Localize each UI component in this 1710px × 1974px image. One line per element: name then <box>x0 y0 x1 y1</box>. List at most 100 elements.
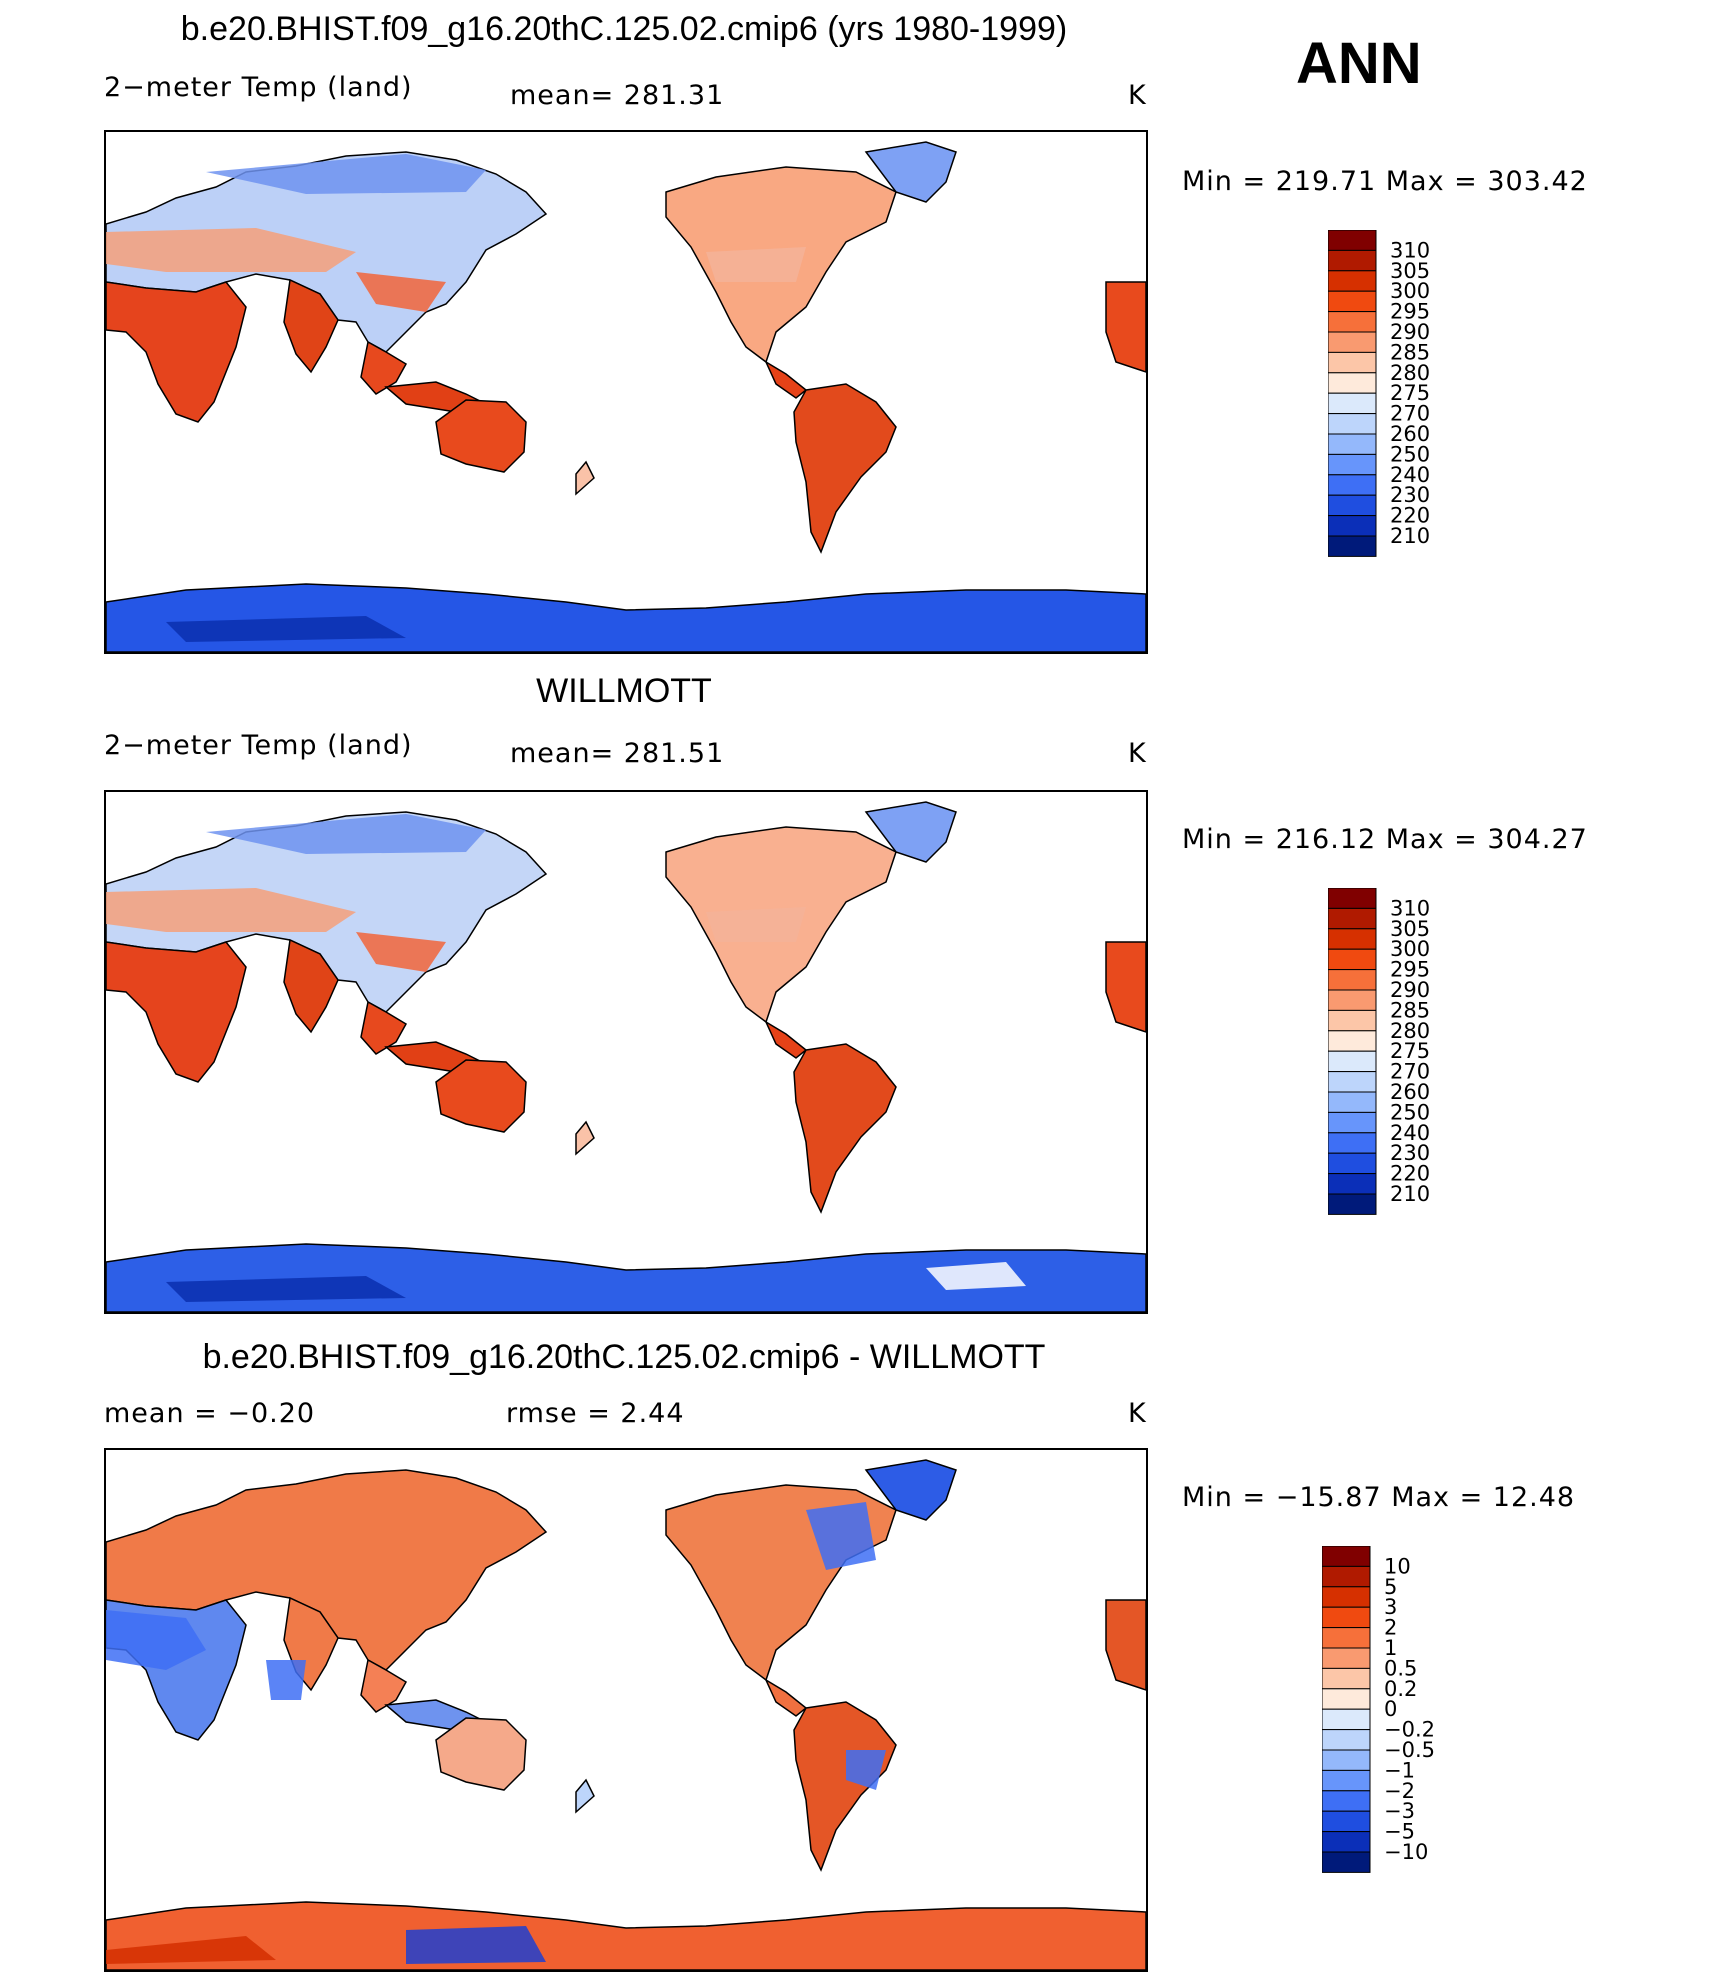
colorbar-swatch <box>1327 1050 1377 1073</box>
colorbar-tick-label: 285 <box>1390 998 1430 1022</box>
landmass-antarctica <box>106 583 1146 652</box>
colorbar-tick-label: −0.2 <box>1384 1718 1435 1742</box>
colorbar-tick-label: 2 <box>1384 1616 1397 1640</box>
panel-1-title: b.e20.BHIST.f09_g16.20thC.125.02.cmip6 (… <box>180 10 1068 48</box>
colorbar-swatch <box>1327 413 1377 435</box>
colorbar-tick-label: −0.5 <box>1384 1738 1435 1762</box>
colorbar-swatch <box>1327 1071 1377 1093</box>
landmass-africa_w <box>1105 281 1146 373</box>
colorbar-tick-label: 3 <box>1384 1595 1397 1619</box>
field-patch <box>106 888 356 932</box>
colorbar-swatch <box>1321 1606 1371 1629</box>
panel-3-rmse-label: rmse = 2.44 <box>506 1398 685 1429</box>
colorbar-tick-label: 290 <box>1390 978 1430 1002</box>
colorbar-swatch <box>1327 270 1377 292</box>
colorbar-tick-label: 275 <box>1390 381 1430 405</box>
colorbar-swatch <box>1327 948 1377 971</box>
colorbar-swatch <box>1321 1565 1371 1588</box>
colorbar-tick-label: 0 <box>1384 1697 1397 1721</box>
landmass-nz <box>575 460 595 496</box>
field-patch <box>356 932 446 972</box>
colorbar-swatch <box>1321 1851 1371 1873</box>
colorbar-tick-label: 295 <box>1390 958 1430 982</box>
panel-2-map <box>104 790 1148 1314</box>
landmass-greenland <box>864 1459 957 1521</box>
panel-2-title: WILLMOTT <box>536 672 712 710</box>
colorbar-swatch <box>1327 928 1377 950</box>
colorbar-swatch <box>1327 229 1377 251</box>
colorbar-tick-label: 0.2 <box>1384 1677 1417 1701</box>
colorbar-tick-label: 210 <box>1390 524 1430 548</box>
colorbar-tick-label: 280 <box>1390 1019 1430 1043</box>
colorbar-tick-label: −5 <box>1384 1820 1415 1844</box>
panel-3-minmax: Min = −15.87 Max = 12.48 <box>1182 1482 1576 1513</box>
colorbar-swatch <box>1327 249 1377 272</box>
colorbar-tick-label: 210 <box>1390 1182 1430 1206</box>
landmass-camerica <box>764 1678 808 1717</box>
colorbar-swatch <box>1321 1708 1371 1731</box>
colorbar-tick-label: 270 <box>1390 1060 1430 1084</box>
colorbar-swatch <box>1327 969 1377 991</box>
colorbar-swatch <box>1327 392 1377 415</box>
field-patch <box>166 1276 406 1302</box>
colorbar-tick-label: 230 <box>1390 483 1430 507</box>
panel-2-mean-label: mean= 281.51 <box>510 738 725 769</box>
landmass-camerica <box>764 1020 808 1059</box>
colorbar-swatch <box>1327 433 1377 455</box>
field-patch <box>106 228 356 272</box>
colorbar-tick-label: −10 <box>1384 1840 1428 1864</box>
panel-2-map-plot <box>106 801 1146 1312</box>
colorbar-tick-label: 270 <box>1390 402 1430 426</box>
landmass-seasia <box>360 1000 408 1055</box>
colorbar-swatch <box>1327 372 1377 394</box>
colorbar-swatch <box>1327 453 1377 476</box>
colorbar-tick-label: 310 <box>1390 896 1430 920</box>
season-label: ANN <box>1296 31 1422 96</box>
field-patch <box>806 1502 876 1570</box>
colorbar-swatch <box>1327 535 1377 557</box>
colorbar-swatch <box>1327 1030 1377 1052</box>
colorbar-tick-label: 300 <box>1390 279 1430 303</box>
colorbar-swatch <box>1327 989 1377 1011</box>
colorbar-swatch <box>1327 311 1377 333</box>
field-patch <box>706 907 806 942</box>
colorbar-tick-label: 5 <box>1384 1575 1397 1599</box>
landmass-australia <box>435 1059 527 1133</box>
colorbar-swatch <box>1321 1667 1371 1690</box>
landmass-australia <box>435 399 527 473</box>
colorbar-tick-label: 230 <box>1390 1141 1430 1165</box>
colorbar-swatch <box>1321 1769 1371 1792</box>
colorbar-swatch <box>1327 1111 1377 1134</box>
colorbar-swatch <box>1327 290 1377 313</box>
landmass-seasia <box>360 1658 408 1713</box>
colorbar-tick-label: 250 <box>1390 1100 1430 1124</box>
colorbar-tick-label: 240 <box>1390 1121 1430 1145</box>
panel-1-colorbar: 310 305 300 295 290 285 280 275 270 260 250 240 230 2… <box>1327 229 1628 642</box>
landmass-samerica <box>793 383 897 554</box>
field-patch <box>706 247 806 282</box>
colorbar-tick-label: 305 <box>1390 259 1430 283</box>
colorbar-swatch <box>1327 1152 1377 1175</box>
colorbar-tick-label: 250 <box>1390 442 1430 466</box>
field-patch <box>106 1936 276 1964</box>
field-patch <box>846 1750 886 1790</box>
field-patch <box>926 1262 1026 1290</box>
panel-3-units-label: K <box>1128 1398 1147 1429</box>
colorbar-tick-label: −3 <box>1384 1799 1415 1823</box>
colorbar-swatch <box>1321 1790 1371 1812</box>
panel-3-map-plot <box>106 1459 1146 1970</box>
panel-3-colorbar: 10 5 3 2 1 0.5 0.2 0 −0.2 −0.5 −1 −2 −3 −5 −10 <box>1321 1545 1622 1958</box>
colorbar-tick-label: 0.5 <box>1384 1656 1417 1680</box>
colorbar-swatch <box>1321 1810 1371 1833</box>
colorbar-swatch <box>1321 1586 1371 1608</box>
colorbar-tick-label: 310 <box>1390 238 1430 262</box>
colorbar-swatch <box>1327 515 1377 537</box>
colorbar-swatch <box>1327 907 1377 930</box>
landmass-seasia <box>360 340 408 395</box>
colorbar-tick-label: 285 <box>1390 340 1430 364</box>
panel-2-variable-label: 2−meter Temp (land) <box>104 730 413 761</box>
panel-1-colorbar-svg: 3103053002952902852802752702602502402302… <box>1327 229 1430 557</box>
colorbar-swatch <box>1321 1749 1371 1771</box>
panel-1-units-label: K <box>1128 80 1147 111</box>
